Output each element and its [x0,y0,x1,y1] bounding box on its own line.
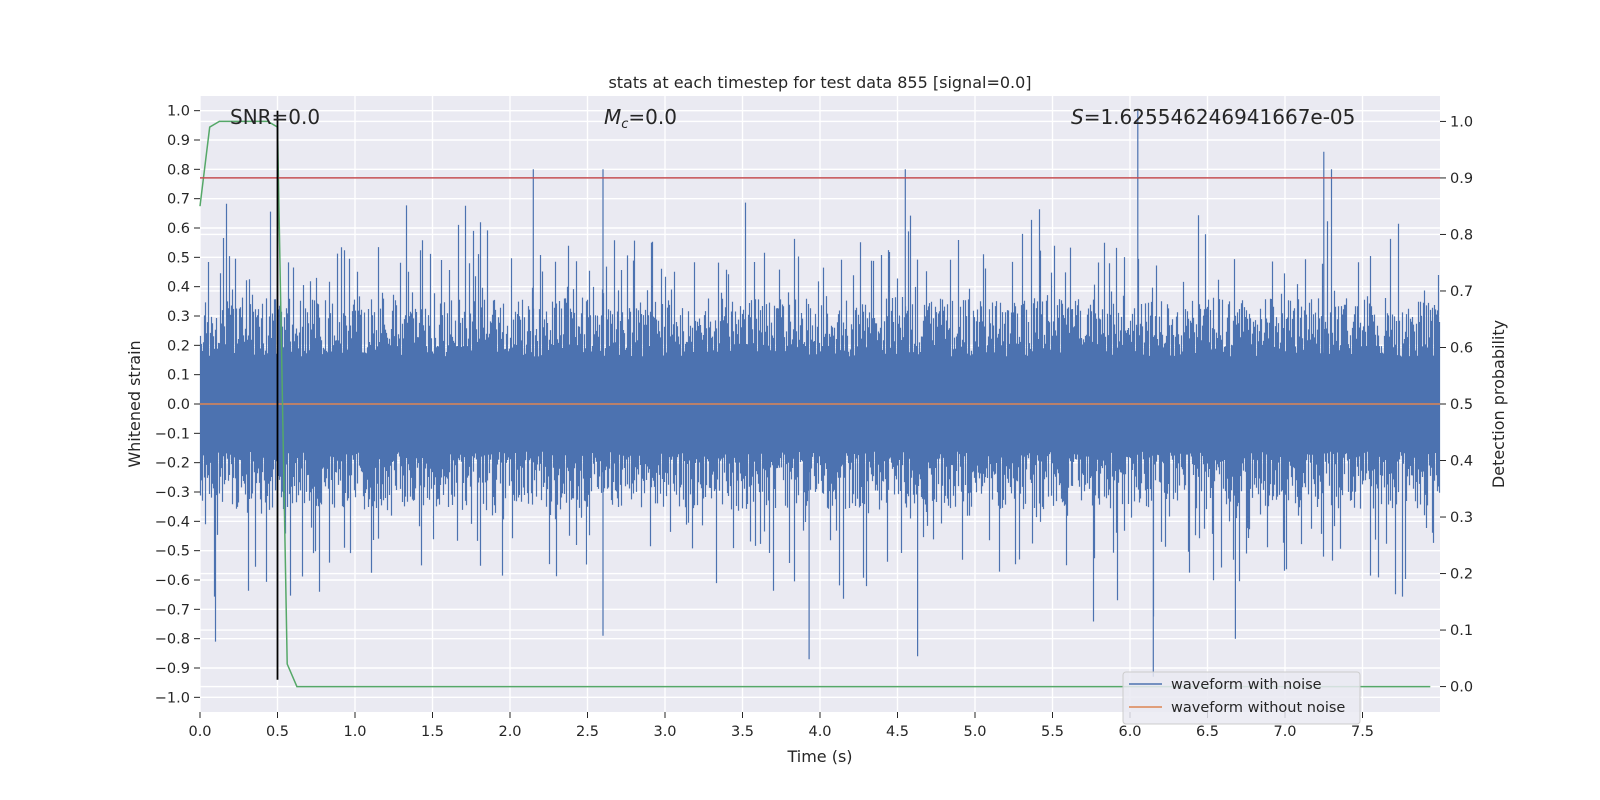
annotation-s: S=1.625546246941667e-05 [1071,105,1355,129]
y-axis-label-right: Detection probability [1489,320,1508,488]
y-tick-label-left: 0.5 [167,250,190,266]
x-tick-label: 3.5 [731,724,754,740]
y-tick-label-right: 0.2 [1450,567,1473,583]
x-tick-label: 1.0 [343,724,366,740]
y-tick-labels-left: 1.0 0.9 0.8 0.7 0.6 0.5 0.4 0.3 0.2 0.1 0.0 −0.1 −0.… [155,104,200,706]
y-tick-labels-right: 1.0 0.9 0.8 0.7 0.6 0.5 0.4 0.3 0.2 0.1 0.0 [1440,114,1473,696]
y-tick-label-left: −0.4 [155,514,190,530]
y-tick-label-left: 0.0 [167,397,190,413]
y-tick-label-right: 0.8 [1450,227,1473,243]
y-tick-label-left: −0.2 [155,456,190,472]
x-tick-label: 7.0 [1273,724,1296,740]
x-tick-label: 6.5 [1196,724,1219,740]
y-tick-label-left: 0.4 [167,280,190,296]
y-tick-label-right: 0.4 [1450,454,1473,470]
annotation-snr: SNR=0.0 [230,105,320,129]
x-tick-label: 5.0 [963,724,986,740]
x-tick-label: 2.0 [498,724,521,740]
x-tick-label: 4.5 [886,724,909,740]
x-tick-labels: 0.0 0.5 1.0 1.5 2.0 2.5 3.0 3.5 4.0 4.5 5.0 5.5 6.0 6… [188,712,1374,740]
y-tick-label-left: 0.6 [167,221,190,237]
y-tick-label-left: 0.8 [167,162,190,178]
x-tick-label: 5.5 [1041,724,1064,740]
legend-label-clean: waveform without noise [1171,700,1345,716]
y-tick-label-right: 0.1 [1450,623,1473,639]
y-tick-label-left: 1.0 [167,104,190,120]
x-tick-label: 1.5 [421,724,444,740]
x-tick-label: 0.5 [266,724,289,740]
x-tick-label: 6.0 [1118,724,1141,740]
x-tick-label: 4.0 [808,724,831,740]
chart-title: stats at each timestep for test data 855… [608,73,1031,92]
x-tick-label: 7.5 [1351,724,1374,740]
y-tick-label-left: −0.3 [155,485,190,501]
y-tick-label-left: −0.1 [155,426,190,442]
legend-label-noise: waveform with noise [1171,677,1322,693]
x-tick-label: 0.0 [188,724,211,740]
y-tick-label-left: −0.6 [155,573,190,589]
x-tick-label: 3.0 [653,724,676,740]
y-tick-label-left: 0.2 [167,338,190,354]
y-tick-label-right: 0.5 [1450,397,1473,413]
y-tick-label-left: −0.7 [155,602,190,618]
y-tick-label-left: 0.3 [167,309,190,325]
y-axis-label-left: Whitened strain [125,340,144,467]
legend: waveform with noise waveform without noi… [1122,671,1361,725]
y-tick-label-left: −0.5 [155,544,190,560]
y-tick-label-right: 1.0 [1450,114,1473,130]
x-axis-label: Time (s) [786,747,852,766]
y-tick-label-right: 0.9 [1450,171,1473,187]
y-tick-label-left: −1.0 [155,690,190,706]
annotation-chirp-mass: Mc=0.0 [604,105,677,132]
x-tick-label: 2.5 [576,724,599,740]
series-waveform-with-noise [199,110,1441,677]
y-tick-label-left: −0.9 [155,661,190,677]
y-tick-label-left: 0.1 [167,368,190,384]
series-detection-probability [199,120,1431,688]
legend-box [1122,671,1361,725]
y-tick-label-right: 0.7 [1450,284,1473,300]
plot-area [199,110,1441,688]
y-tick-label-right: 0.0 [1450,680,1473,696]
y-tick-label-left: 0.9 [167,133,190,149]
y-tick-label-left: −0.8 [155,632,190,648]
y-tick-label-right: 0.3 [1450,510,1473,526]
y-tick-label-left: 0.7 [167,192,190,208]
y-tick-label-right: 0.6 [1450,340,1473,356]
